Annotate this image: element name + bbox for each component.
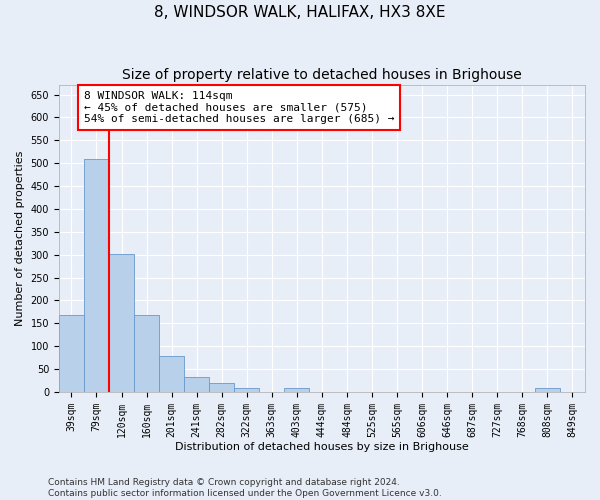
Bar [184,378,209,392]
Bar [234,388,259,392]
Bar [159,356,184,392]
Bar [109,254,134,392]
Y-axis label: Number of detached properties: Number of detached properties [15,151,25,326]
Text: 8, WINDSOR WALK, HALIFAX, HX3 8XE: 8, WINDSOR WALK, HALIFAX, HX3 8XE [154,5,446,20]
Bar [535,388,560,392]
Bar [84,158,109,392]
Text: Contains HM Land Registry data © Crown copyright and database right 2024.
Contai: Contains HM Land Registry data © Crown c… [48,478,442,498]
Title: Size of property relative to detached houses in Brighouse: Size of property relative to detached ho… [122,68,522,82]
Bar [284,388,310,392]
Bar [59,315,84,392]
Text: 8 WINDSOR WALK: 114sqm
← 45% of detached houses are smaller (575)
54% of semi-de: 8 WINDSOR WALK: 114sqm ← 45% of detached… [84,91,394,124]
Bar [134,315,159,392]
X-axis label: Distribution of detached houses by size in Brighouse: Distribution of detached houses by size … [175,442,469,452]
Bar [209,383,234,392]
